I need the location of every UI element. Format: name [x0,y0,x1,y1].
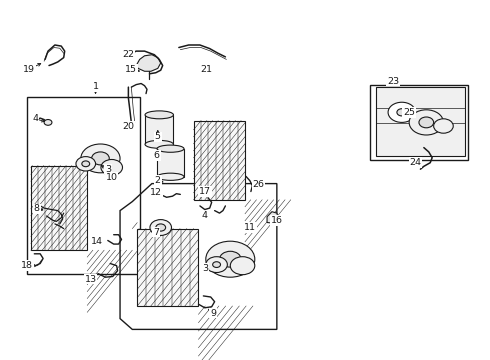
Text: 24: 24 [410,158,421,167]
Text: 22: 22 [122,50,134,59]
Text: 6: 6 [154,151,160,160]
Text: 23: 23 [387,77,399,85]
Bar [376,87,465,156]
Text: 25: 25 [403,108,415,117]
Circle shape [150,220,172,235]
Circle shape [44,120,52,125]
Text: 3: 3 [105,165,111,174]
Text: 17: 17 [199,187,211,196]
Bar [31,166,87,250]
Circle shape [156,224,166,231]
Text: 18: 18 [21,261,33,270]
Ellipse shape [157,173,184,180]
Circle shape [82,161,90,167]
Text: 3: 3 [202,264,208,273]
Circle shape [213,262,220,267]
Circle shape [206,241,255,277]
Text: 5: 5 [155,132,161,141]
Text: 7: 7 [153,228,159,237]
Text: 4: 4 [32,114,38,123]
Text: 13: 13 [85,274,97,284]
Circle shape [409,110,443,135]
Circle shape [81,144,120,173]
Circle shape [101,159,122,175]
Bar [157,149,184,177]
Ellipse shape [157,145,184,152]
Text: 10: 10 [106,173,118,181]
Bar [194,121,245,200]
Text: 1: 1 [93,82,98,91]
Text: 21: 21 [201,65,213,74]
Bar [137,229,198,306]
Text: 14: 14 [91,238,103,246]
Circle shape [434,119,453,133]
Text: 19: 19 [24,65,35,74]
Text: 8: 8 [34,204,40,213]
Text: 16: 16 [271,216,283,225]
Polygon shape [136,55,161,71]
Text: 11: 11 [244,223,256,232]
Circle shape [397,109,407,116]
Ellipse shape [145,140,173,148]
Circle shape [92,152,109,165]
Circle shape [388,102,416,122]
Bar [145,115,173,144]
Polygon shape [267,212,278,223]
Circle shape [220,251,241,267]
Text: 4: 4 [202,211,208,220]
Bar [27,97,140,274]
Circle shape [419,117,434,128]
Circle shape [206,257,227,273]
Text: 9: 9 [210,309,216,318]
Ellipse shape [145,111,173,119]
Circle shape [76,157,96,171]
Text: 15: 15 [125,65,137,74]
Text: 20: 20 [122,122,134,131]
Circle shape [230,257,255,275]
Text: 12: 12 [150,188,162,197]
Bar [370,85,468,160]
Text: 26: 26 [253,180,265,189]
Text: 2: 2 [155,176,161,185]
